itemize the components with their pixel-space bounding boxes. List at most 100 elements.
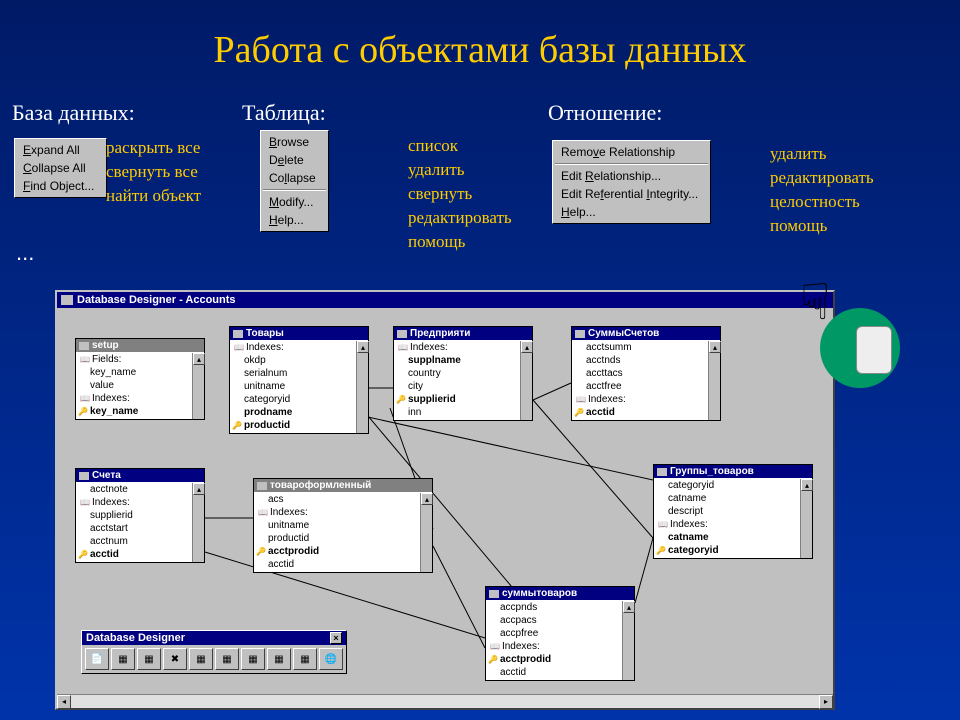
toolbar-button[interactable]: ✖ (163, 648, 187, 670)
table-field[interactable]: acctnum (78, 535, 190, 548)
close-icon[interactable]: × (330, 632, 342, 644)
table-tovary[interactable]: ТоварыIndexes:okdpserialnumunitnamecateg… (229, 326, 369, 434)
menu-item[interactable]: Help... (555, 203, 708, 221)
table-title[interactable]: setup (76, 339, 204, 352)
table-field[interactable]: acctid (256, 558, 418, 571)
table-scrollbar[interactable]: ▴ (356, 341, 368, 433)
table-field[interactable]: Indexes: (232, 341, 354, 354)
table-setup[interactable]: setupFields:key_namevalueIndexes:key_nam… (75, 338, 205, 420)
table-field[interactable]: country (396, 367, 518, 380)
table-summytov[interactable]: суммытоваровaccpndsaccpacsaccpfreeIndexe… (485, 586, 635, 681)
toolbar-button[interactable]: ▦ (241, 648, 265, 670)
table-field[interactable]: acctid (574, 406, 706, 419)
table-field[interactable]: unitname (256, 519, 418, 532)
designer-toolbar[interactable]: Database Designer×📄▦▦✖▦▦▦▦▦🌐 (81, 630, 347, 674)
table-field[interactable]: okdp (232, 354, 354, 367)
table-field[interactable]: city (396, 380, 518, 393)
table-predpr[interactable]: ПредприятиIndexes:supplnamecountrycitysu… (393, 326, 533, 421)
toolbar-button[interactable]: ▦ (111, 648, 135, 670)
table-field[interactable]: supplierid (396, 393, 518, 406)
toolbar-button[interactable]: ▦ (267, 648, 291, 670)
menu-item[interactable]: Edit Relationship... (555, 167, 708, 185)
table-title[interactable]: Предприяти (394, 327, 532, 340)
table-title[interactable]: Товары (230, 327, 368, 340)
table-field[interactable]: categoryid (656, 544, 798, 557)
designer-scrollbar-h[interactable]: ◂ ▸ (57, 694, 833, 708)
table-field[interactable]: accpacs (488, 614, 620, 627)
table-field[interactable]: categoryid (656, 479, 798, 492)
toolbar-button[interactable]: 🌐 (319, 648, 343, 670)
menu-item[interactable]: Remove Relationship (555, 143, 708, 161)
table-field[interactable]: Indexes: (78, 496, 190, 509)
table-field[interactable]: productid (232, 419, 354, 432)
menu-item[interactable]: Find Object... (17, 177, 104, 195)
table-title[interactable]: суммытоваров (486, 587, 634, 600)
table-field[interactable]: prodname (232, 406, 354, 419)
table-field[interactable]: acctnds (574, 354, 706, 367)
table-field[interactable]: value (78, 379, 190, 392)
table-scrollbar[interactable]: ▴ (520, 341, 532, 420)
table-field[interactable]: productid (256, 532, 418, 545)
table-field[interactable]: categoryid (232, 393, 354, 406)
toolbar-button[interactable]: ▦ (189, 648, 213, 670)
table-scrollbar[interactable]: ▴ (192, 483, 204, 562)
table-field[interactable]: Indexes: (78, 392, 190, 405)
table-field[interactable]: Indexes: (256, 506, 418, 519)
table-scrollbar[interactable]: ▴ (708, 341, 720, 420)
toolbar-button[interactable]: ▦ (137, 648, 161, 670)
table-field[interactable]: accpnds (488, 601, 620, 614)
table-summy[interactable]: СуммыСчетовacctsummacctndsaccttacsacctfr… (571, 326, 721, 421)
toolbar-title[interactable]: Database Designer× (82, 631, 346, 645)
table-scrollbar[interactable]: ▴ (192, 353, 204, 419)
table-field[interactable]: acctsumm (574, 341, 706, 354)
table-field[interactable]: accpfree (488, 627, 620, 640)
menu-item[interactable]: Collapse (263, 169, 326, 187)
menu-item[interactable]: Edit Referential Integrity... (555, 185, 708, 203)
scroll-right-button[interactable]: ▸ (819, 695, 833, 709)
menu-item[interactable]: Expand All (17, 141, 104, 159)
designer-canvas[interactable]: setupFields:key_namevalueIndexes:key_nam… (57, 308, 833, 694)
table-title[interactable]: СуммыСчетов (572, 327, 720, 340)
table-title[interactable]: Группы_товаров (654, 465, 812, 478)
toolbar-button[interactable]: ▦ (215, 648, 239, 670)
table-field[interactable]: Indexes: (488, 640, 620, 653)
table-field[interactable]: acctnote (78, 483, 190, 496)
table-field[interactable]: key_name (78, 366, 190, 379)
menu-item[interactable]: Collapse All (17, 159, 104, 177)
table-field[interactable]: acctstart (78, 522, 190, 535)
table-scheta[interactable]: СчетаacctnoteIndexes:supplieridacctstart… (75, 468, 205, 563)
menu-item[interactable]: Browse (263, 133, 326, 151)
table-field[interactable]: acctfree (574, 380, 706, 393)
table-tovaroform[interactable]: товароформленныйacsIndexes:unitnameprodu… (253, 478, 433, 573)
scroll-left-button[interactable]: ◂ (57, 695, 71, 709)
table-field[interactable]: supplierid (78, 509, 190, 522)
table-field[interactable]: Indexes: (574, 393, 706, 406)
table-field[interactable]: descript (656, 505, 798, 518)
scroll-track[interactable] (71, 695, 819, 708)
table-field[interactable]: acctid (488, 666, 620, 679)
toolbar-button[interactable]: 📄 (85, 648, 109, 670)
table-gruppy[interactable]: Группы_товаровcategoryidcatnamedescriptI… (653, 464, 813, 559)
menu-item[interactable]: Modify... (263, 193, 326, 211)
table-title[interactable]: Счета (76, 469, 204, 482)
table-field[interactable]: catname (656, 531, 798, 544)
toolbar-button[interactable]: ▦ (293, 648, 317, 670)
table-field[interactable]: serialnum (232, 367, 354, 380)
table-scrollbar[interactable]: ▴ (800, 479, 812, 558)
table-field[interactable]: catname (656, 492, 798, 505)
table-field[interactable]: inn (396, 406, 518, 419)
table-title[interactable]: товароформленный (254, 479, 432, 492)
table-field[interactable]: key_name (78, 405, 190, 418)
table-field[interactable]: Fields: (78, 353, 190, 366)
table-field[interactable]: unitname (232, 380, 354, 393)
table-field[interactable]: Indexes: (396, 341, 518, 354)
table-field[interactable]: acctprodid (256, 545, 418, 558)
menu-item[interactable]: Help... (263, 211, 326, 229)
menu-item[interactable]: Delete (263, 151, 326, 169)
table-scrollbar[interactable]: ▴ (622, 601, 634, 680)
table-field[interactable]: accttacs (574, 367, 706, 380)
table-field[interactable]: Indexes: (656, 518, 798, 531)
table-field[interactable]: supplname (396, 354, 518, 367)
table-scrollbar[interactable]: ▴ (420, 493, 432, 572)
table-field[interactable]: acctprodid (488, 653, 620, 666)
